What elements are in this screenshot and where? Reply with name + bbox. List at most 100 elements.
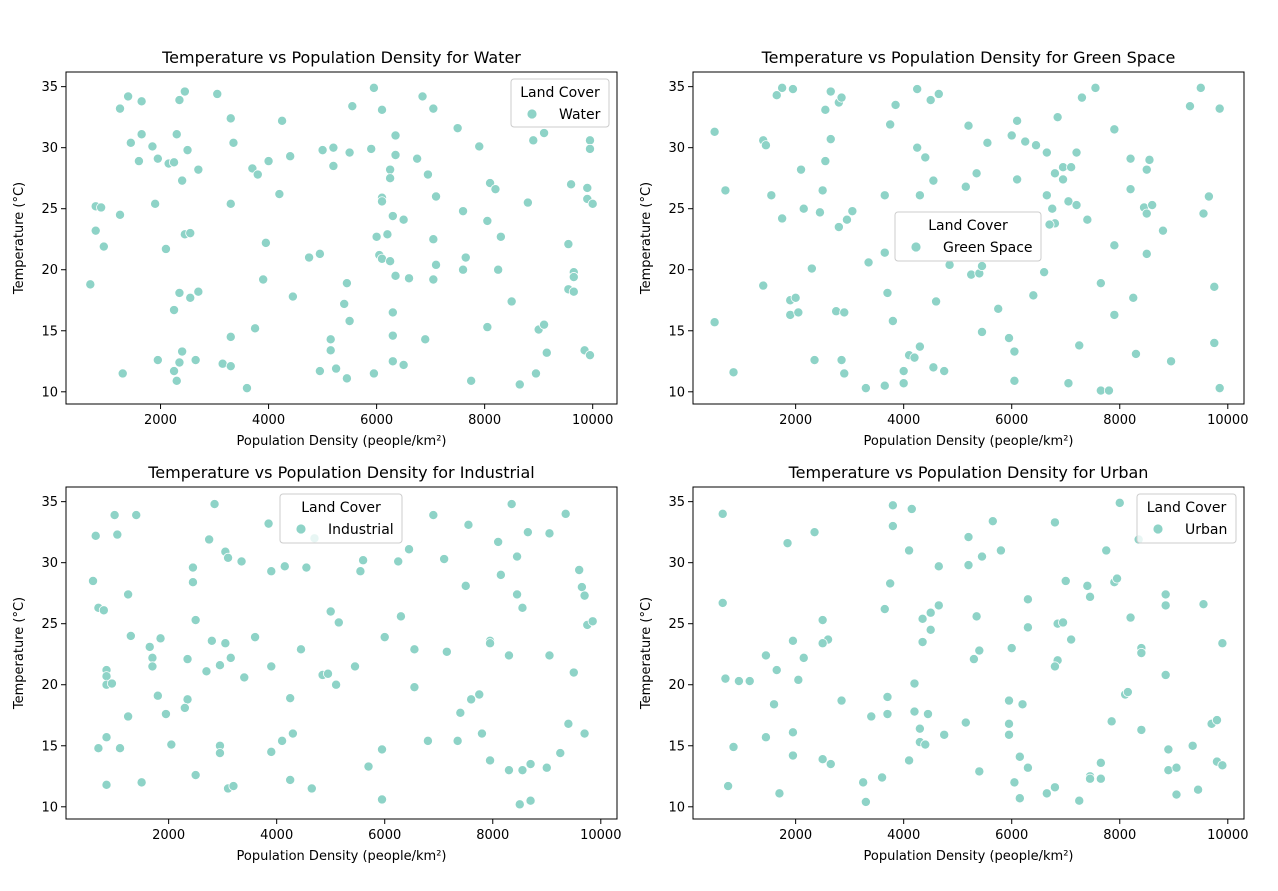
data-point: [809, 527, 820, 538]
y-tick-label: 20: [41, 263, 58, 278]
data-point: [263, 156, 274, 167]
data-point: [1060, 575, 1071, 586]
data-point: [171, 375, 182, 386]
data-point: [458, 264, 469, 275]
data-point: [717, 508, 728, 519]
data-point: [174, 287, 185, 298]
data-point: [387, 211, 398, 222]
data-point: [377, 794, 388, 805]
data-point: [1141, 164, 1152, 175]
y-tick-label: 30: [668, 141, 685, 156]
data-point: [912, 84, 923, 95]
data-point: [404, 273, 415, 284]
y-tick-label: 25: [41, 202, 58, 217]
data-point: [925, 95, 936, 106]
y-tick-label: 25: [668, 202, 685, 217]
legend: Land Cover Industrial: [279, 493, 403, 544]
data-point: [777, 213, 788, 224]
chart-title: Temperature vs Population Density for Gr…: [761, 48, 1176, 67]
y-tick-label: 25: [41, 617, 58, 632]
data-point: [285, 693, 296, 704]
data-point: [1004, 729, 1015, 740]
data-point: [274, 189, 285, 200]
x-tick-label: 2000: [779, 828, 812, 843]
data-point: [517, 602, 528, 613]
legend: Land Cover Green Space: [894, 211, 1042, 262]
data-point: [879, 604, 890, 615]
data-point: [152, 355, 163, 366]
x-tick-label: 2000: [152, 828, 185, 843]
data-point: [223, 552, 234, 563]
data-point: [982, 137, 993, 148]
data-point: [209, 499, 220, 510]
data-point: [944, 259, 955, 270]
data-point: [1130, 348, 1141, 359]
data-point: [325, 606, 336, 617]
data-point: [115, 743, 126, 754]
data-point: [928, 175, 939, 186]
data-point: [766, 190, 777, 201]
data-point: [769, 699, 780, 710]
data-point: [1141, 208, 1152, 219]
data-point: [723, 781, 734, 792]
data-point: [169, 366, 180, 377]
data-point: [931, 296, 942, 307]
data-point: [544, 650, 555, 661]
data-point: [204, 534, 215, 545]
x-tick-label: 6000: [368, 828, 401, 843]
data-point: [358, 555, 369, 566]
data-point: [1012, 115, 1023, 126]
data-point: [398, 214, 409, 225]
x-tick-label: 4000: [887, 413, 920, 428]
data-point: [101, 732, 112, 743]
data-point: [506, 499, 517, 510]
data-point: [563, 718, 574, 729]
data-point: [1128, 292, 1139, 303]
data-point: [1004, 333, 1015, 344]
data-point: [825, 759, 836, 770]
data-point: [522, 197, 533, 208]
data-point: [825, 86, 836, 97]
data-point: [350, 661, 361, 672]
legend-label: Industrial: [328, 522, 394, 538]
data-point: [88, 575, 99, 586]
data-point: [317, 145, 328, 156]
data-point: [1106, 716, 1117, 727]
data-point: [368, 368, 379, 379]
data-point: [820, 156, 831, 167]
data-point: [790, 292, 801, 303]
data-point: [960, 181, 971, 192]
data-point: [860, 796, 871, 807]
data-point: [858, 777, 869, 788]
data-point: [398, 359, 409, 370]
x-tick-label: 8000: [468, 413, 501, 428]
data-point: [1198, 208, 1209, 219]
data-point: [169, 157, 180, 168]
data-point: [831, 306, 842, 317]
data-point: [860, 383, 871, 394]
data-point: [503, 765, 514, 776]
data-point: [174, 357, 185, 368]
data-point: [115, 103, 126, 114]
y-tick-label: 20: [668, 678, 685, 693]
data-point: [584, 350, 595, 361]
data-point: [147, 652, 158, 663]
data-point: [90, 530, 101, 541]
data-point: [568, 667, 579, 678]
data-point: [914, 341, 925, 352]
data-point: [85, 279, 96, 290]
data-point: [882, 691, 893, 702]
y-tick-label: 35: [668, 80, 685, 95]
data-point: [560, 508, 571, 519]
data-point: [171, 129, 182, 140]
data-point: [1114, 497, 1125, 508]
data-point: [428, 274, 439, 285]
data-point: [774, 788, 785, 799]
data-point: [1109, 309, 1120, 320]
data-point: [1012, 174, 1023, 185]
y-tick-label: 15: [41, 324, 58, 339]
data-point: [1022, 594, 1033, 605]
data-point: [301, 562, 312, 573]
data-point: [476, 728, 487, 739]
y-tick-label: 15: [41, 739, 58, 754]
